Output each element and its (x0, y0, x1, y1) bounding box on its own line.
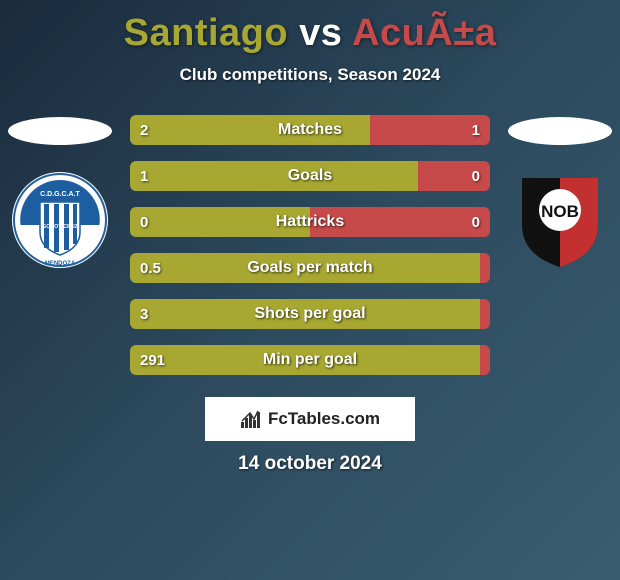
stat-value-right: 1 (472, 122, 480, 139)
player-left-column: C.D.G.C.A.T GODOY CRUZ MENDOZA (0, 115, 120, 270)
player1-crest: C.D.G.C.A.T GODOY CRUZ MENDOZA (10, 170, 110, 270)
stat-bar-left: 291 (130, 345, 480, 375)
stat-value-left: 0.5 (140, 260, 161, 277)
stat-row: 3Shots per goal (130, 299, 490, 329)
stats-bars: 21Matches10Goals00Hattricks0.5Goals per … (130, 115, 490, 375)
subtitle: Club competitions, Season 2024 (0, 65, 620, 85)
stat-row: 00Hattricks (130, 207, 490, 237)
stat-value-left: 2 (140, 122, 148, 139)
stat-value-left: 1 (140, 168, 148, 185)
stat-value-left: 291 (140, 352, 165, 369)
root: Santiago vs AcuÃ±a Club competitions, Se… (0, 0, 620, 475)
newells-crest-icon: NOB (510, 170, 610, 270)
godoy-cruz-crest-icon: C.D.G.C.A.T GODOY CRUZ MENDOZA (10, 170, 110, 270)
player2-face-placeholder (508, 117, 612, 145)
stat-bar-left: 0.5 (130, 253, 480, 283)
stat-value-right: 0 (472, 168, 480, 185)
player1-face-placeholder (8, 117, 112, 145)
stat-row: 10Goals (130, 161, 490, 191)
stat-row: 0.5Goals per match (130, 253, 490, 283)
player-right-column: NOB (500, 115, 620, 270)
stat-bar-right: 1 (370, 115, 490, 145)
crest-text-bottom: MENDOZA (45, 261, 76, 267)
player2-crest: NOB (510, 170, 610, 270)
stat-value-right: 0 (472, 214, 480, 231)
stat-row: 291Min per goal (130, 345, 490, 375)
crest-text-top: C.D.G.C.A.T (40, 191, 80, 198)
title-player2: AcuÃ±a (352, 12, 496, 54)
stat-value-left: 0 (140, 214, 148, 231)
stat-row: 21Matches (130, 115, 490, 145)
stat-value-left: 3 (140, 306, 148, 323)
stat-bar-left: 3 (130, 299, 480, 329)
stat-bar-right: 0 (418, 161, 490, 191)
stat-bar-right (480, 345, 490, 375)
date-text: 14 october 2024 (0, 453, 620, 475)
content: C.D.G.C.A.T GODOY CRUZ MENDOZA (0, 115, 620, 375)
stat-bar-right (480, 253, 490, 283)
stat-bar-left: 1 (130, 161, 418, 191)
title-player1: Santiago (124, 12, 288, 54)
watermark-text: FcTables.com (268, 409, 380, 429)
crest-text-mid: GODOY CRUZ (42, 224, 79, 230)
stat-bar-left: 0 (130, 207, 310, 237)
stat-bar-right: 0 (310, 207, 490, 237)
watermark-badge: FcTables.com (205, 397, 415, 441)
crest-text-nob: NOB (541, 202, 579, 221)
page-title: Santiago vs AcuÃ±a (0, 12, 620, 55)
fctables-logo-icon (240, 408, 262, 430)
stat-bar-right (480, 299, 490, 329)
stat-bar-left: 2 (130, 115, 370, 145)
title-vs: vs (299, 12, 342, 54)
